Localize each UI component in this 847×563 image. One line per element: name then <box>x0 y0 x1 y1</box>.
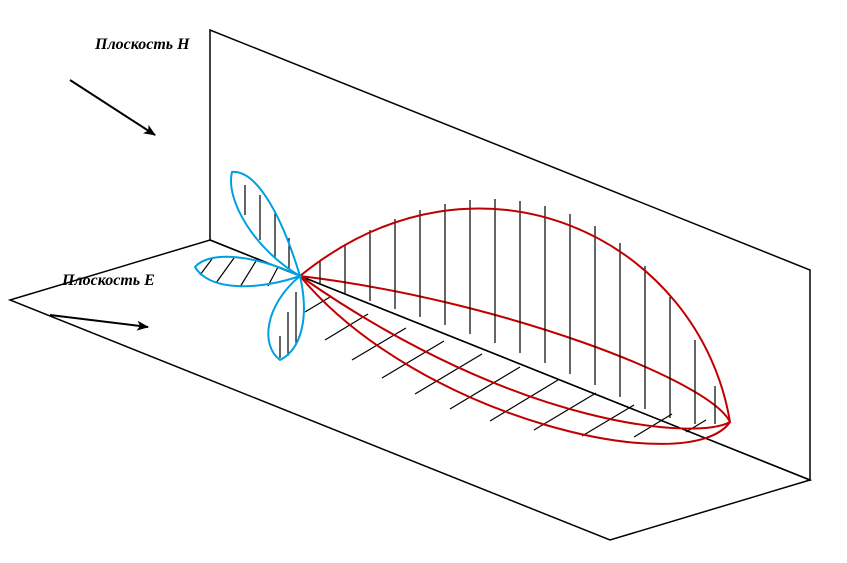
side-lobe-upper <box>231 172 300 276</box>
label-plane-e: Плоскость E <box>62 272 155 290</box>
main-lobe-vertical-hatch <box>320 199 715 424</box>
label-plane-h: Плоскость H <box>95 36 190 54</box>
arrow-to-plane-h <box>70 80 155 135</box>
side-lobe-lower <box>268 276 304 360</box>
arrow-to-plane-e <box>50 315 148 327</box>
main-lobe-vertical <box>300 208 730 428</box>
